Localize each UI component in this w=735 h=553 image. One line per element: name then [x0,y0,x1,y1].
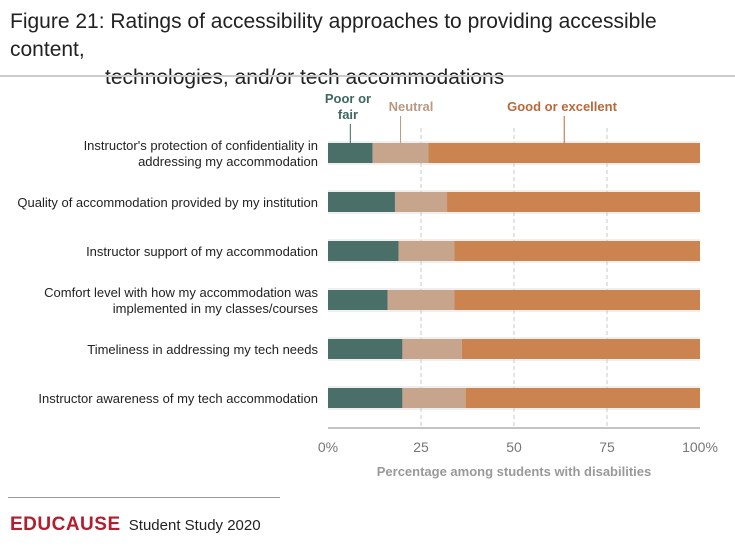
footer-text: Student Study 2020 [128,517,261,534]
footer: EDUCAUSE Student Study 2020 [10,514,261,536]
bar-poor-or-fair [328,290,388,310]
bar-neutral [372,143,429,163]
legend-label: Good or excellent [507,99,617,114]
x-axis-title: Percentage among students with disabilit… [377,464,652,479]
bar-poor-or-fair [328,241,399,261]
category-label: addressing my accommodation [138,154,318,169]
title-line-1: Figure 21: Ratings of accessibility appr… [10,10,657,61]
title-line-2: technologies, and/or tech accommodations [105,66,505,89]
legend-label: Neutral [389,99,434,114]
bar-neutral [394,192,448,212]
educause-logo: EDUCAUSE [10,514,121,535]
stacked-bar-chart: Instructor's protection of confidentiali… [17,91,718,479]
category-label: Instructor support of my accommodation [86,244,318,259]
category-label: Instructor awareness of my tech accommod… [38,391,318,406]
x-tick-label: 25 [413,439,429,455]
bar-good-or-excellent [465,388,700,408]
footer-divider [8,497,280,498]
category-label: Comfort level with how my accommodation … [44,285,318,300]
legend-label: fair [338,107,358,122]
x-tick-label: 0% [318,439,338,455]
title-divider [0,75,735,77]
bar-neutral [402,388,466,408]
bar-good-or-excellent [428,143,700,163]
bar-neutral [387,290,455,310]
category-label: Instructor's protection of confidentiali… [84,138,318,153]
x-tick-label: 100% [682,439,718,455]
bar-poor-or-fair [328,143,373,163]
bar-good-or-excellent [461,339,700,359]
bar-poor-or-fair [328,192,395,212]
chart-title: Figure 21: Ratings of accessibility appr… [10,8,730,92]
bar-neutral [402,339,462,359]
bar-poor-or-fair [328,388,403,408]
category-label: Quality of accommodation provided by my … [17,195,318,210]
bar-good-or-excellent [454,290,700,310]
x-tick-label: 50 [506,439,522,455]
bar-neutral [398,241,455,261]
x-tick-label: 75 [599,439,615,455]
legend-label: Poor or [325,91,371,106]
category-label: Timeliness in addressing my tech needs [87,342,318,357]
bar-poor-or-fair [328,339,403,359]
bar-good-or-excellent [447,192,700,212]
bar-good-or-excellent [454,241,700,261]
category-label: implemented in my classes/courses [113,301,319,316]
